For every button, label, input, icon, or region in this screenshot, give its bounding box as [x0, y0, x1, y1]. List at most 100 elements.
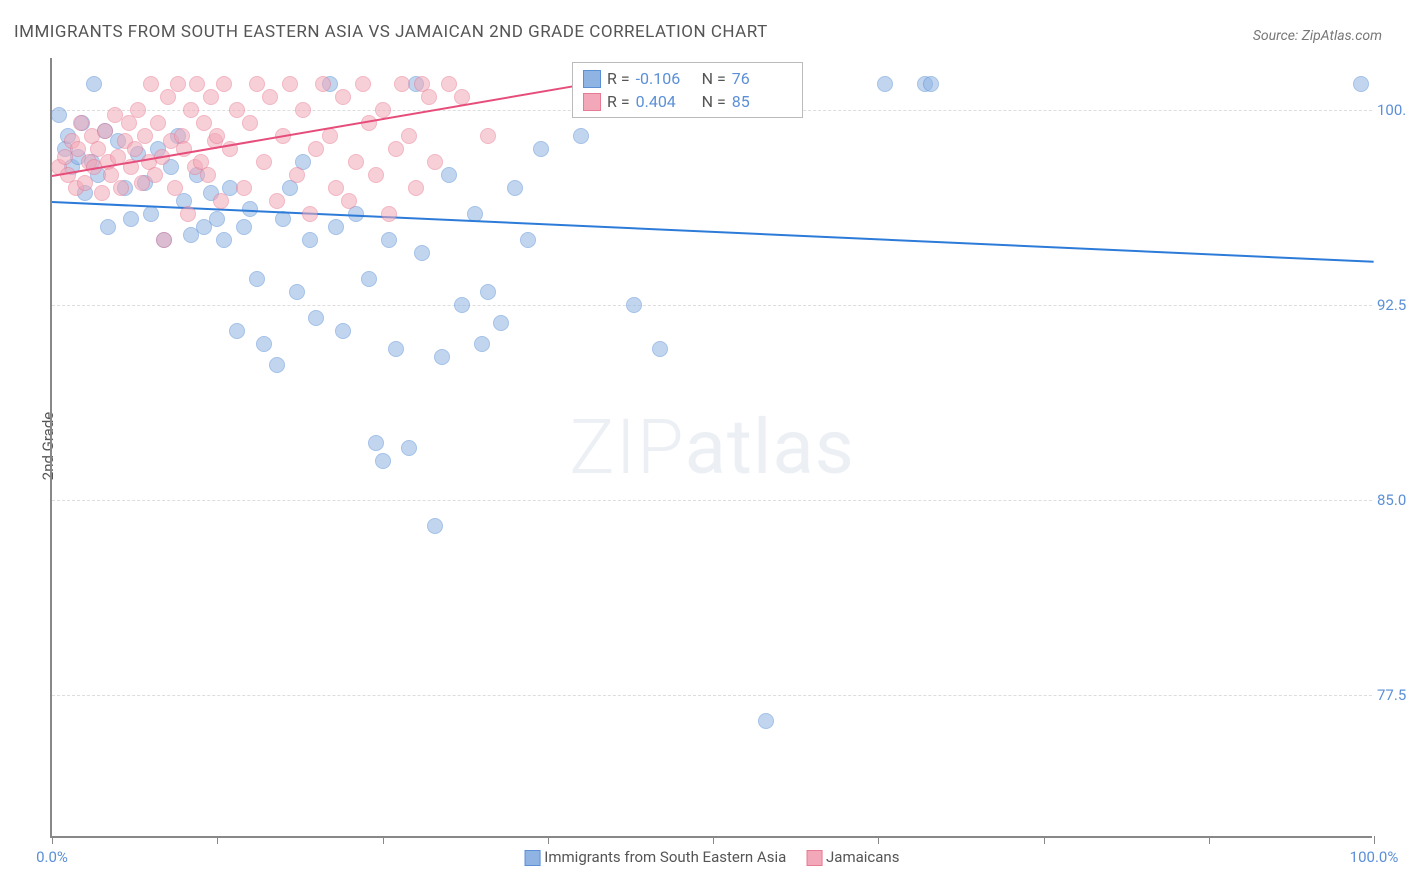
data-point — [213, 193, 229, 209]
legend-n-value-2: 85 — [732, 92, 792, 111]
data-point — [388, 141, 404, 157]
data-point — [381, 206, 397, 222]
data-point — [229, 323, 245, 339]
data-point — [427, 518, 443, 534]
x-tick — [1374, 836, 1375, 844]
correlation-legend: R = -0.106 N = 76 R = 0.404 N = 85 — [572, 62, 803, 118]
legend-swatch-icon — [583, 70, 601, 88]
data-point — [401, 128, 417, 144]
data-point — [143, 76, 159, 92]
data-point — [295, 102, 311, 118]
data-point — [256, 336, 272, 352]
data-point — [315, 76, 331, 92]
data-point — [308, 310, 324, 326]
data-point — [454, 297, 470, 313]
plot-region: 77.5%85.0%92.5%100.0%0.0%100.0% — [52, 58, 1372, 836]
data-point — [77, 175, 93, 191]
data-point — [375, 453, 391, 469]
x-tick — [52, 836, 53, 844]
legend-n-value-1: 76 — [732, 69, 792, 88]
legend-item-2: Jamaicans — [806, 848, 899, 866]
data-point — [94, 185, 110, 201]
legend-row-series-1: R = -0.106 N = 76 — [583, 67, 792, 90]
data-point — [394, 76, 410, 92]
data-point — [289, 167, 305, 183]
data-point — [216, 76, 232, 92]
data-point — [375, 102, 391, 118]
data-point — [302, 206, 318, 222]
data-point — [262, 89, 278, 105]
series-2-name: Jamaicans — [826, 848, 899, 866]
data-point — [441, 76, 457, 92]
data-point — [652, 341, 668, 357]
legend-n-label: N = — [702, 92, 726, 111]
data-point — [441, 167, 457, 183]
data-point — [381, 232, 397, 248]
data-point — [421, 89, 437, 105]
legend-swatch-icon — [525, 850, 541, 866]
data-point — [474, 336, 490, 352]
data-point — [308, 141, 324, 157]
legend-r-label: R = — [607, 69, 630, 88]
data-point — [341, 193, 357, 209]
data-point — [167, 180, 183, 196]
data-point — [51, 107, 67, 123]
data-point — [143, 206, 159, 222]
data-point — [209, 128, 225, 144]
data-point — [335, 89, 351, 105]
y-tick-label: 92.5% — [1377, 296, 1406, 314]
data-point — [147, 167, 163, 183]
y-tick-label: 85.0% — [1377, 491, 1406, 509]
data-point — [200, 167, 216, 183]
data-point — [249, 271, 265, 287]
y-tick-label: 77.5% — [1377, 686, 1406, 704]
data-point — [328, 219, 344, 235]
data-point — [189, 76, 205, 92]
data-point — [236, 180, 252, 196]
data-point — [507, 180, 523, 196]
legend-n-label: N = — [702, 69, 726, 88]
data-point — [97, 123, 113, 139]
data-point — [183, 102, 199, 118]
data-point — [408, 180, 424, 196]
data-point — [414, 245, 430, 261]
data-point — [209, 211, 225, 227]
data-point — [427, 154, 443, 170]
data-point — [355, 76, 371, 92]
legend-r-value-1: -0.106 — [636, 69, 696, 88]
data-point — [130, 102, 146, 118]
data-point — [368, 167, 384, 183]
data-point — [269, 357, 285, 373]
chart-title: IMMIGRANTS FROM SOUTH EASTERN ASIA VS JA… — [14, 22, 768, 42]
x-tick — [548, 836, 549, 844]
data-point — [626, 297, 642, 313]
source-attribution: Source: ZipAtlas.com — [1253, 28, 1382, 44]
data-point — [289, 284, 305, 300]
legend-swatch-icon — [583, 93, 601, 111]
x-tick — [713, 836, 714, 844]
x-tick — [1044, 836, 1045, 844]
gridline — [52, 305, 1372, 306]
data-point — [170, 76, 186, 92]
x-tick-label: 0.0% — [36, 848, 68, 866]
x-tick-label: 100.0% — [1350, 848, 1399, 866]
data-point — [86, 76, 102, 92]
legend-row-series-2: R = 0.404 N = 85 — [583, 90, 792, 113]
data-point — [388, 341, 404, 357]
data-point — [361, 271, 377, 287]
series-1-name: Immigrants from South Eastern Asia — [544, 848, 786, 866]
gridline — [52, 500, 1372, 501]
data-point — [348, 154, 364, 170]
data-point — [236, 219, 252, 235]
data-point — [434, 349, 450, 365]
data-point — [180, 206, 196, 222]
data-point — [249, 76, 265, 92]
data-point — [328, 180, 344, 196]
legend-item-1: Immigrants from South Eastern Asia — [525, 848, 787, 866]
data-point — [520, 232, 536, 248]
source-value: ZipAtlas.com — [1302, 28, 1382, 44]
x-axis-legend: Immigrants from South Eastern Asia Jamai… — [525, 848, 900, 866]
data-point — [256, 154, 272, 170]
data-point — [758, 713, 774, 729]
data-point — [335, 323, 351, 339]
